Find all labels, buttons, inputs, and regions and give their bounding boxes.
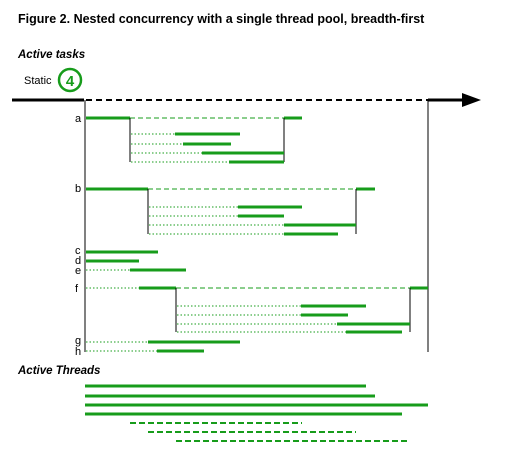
static-label: Static [24, 75, 52, 87]
task-label-e: e [75, 265, 81, 277]
threads-group [85, 384, 428, 442]
active-threads-heading: Active Threads [17, 365, 100, 377]
task-label-b: b [75, 183, 81, 195]
task-label-f: f [75, 283, 79, 295]
task-b-group [86, 187, 375, 236]
static-count-badge [57, 67, 83, 93]
task-a-group [86, 116, 302, 164]
task-label-h: h [75, 346, 81, 358]
figure-title: Figure 2. Nested concurrency with a sing… [18, 12, 425, 26]
task-label-a: a [75, 113, 82, 125]
task-label-c: c [75, 245, 81, 257]
static-count: 4 [66, 73, 75, 90]
task-f-group [86, 286, 428, 334]
timeline-arrow-icon [462, 93, 481, 107]
task-label-d: d [75, 255, 81, 267]
active-tasks-heading: Active tasks [17, 49, 85, 61]
task-label-g: g [75, 335, 81, 347]
